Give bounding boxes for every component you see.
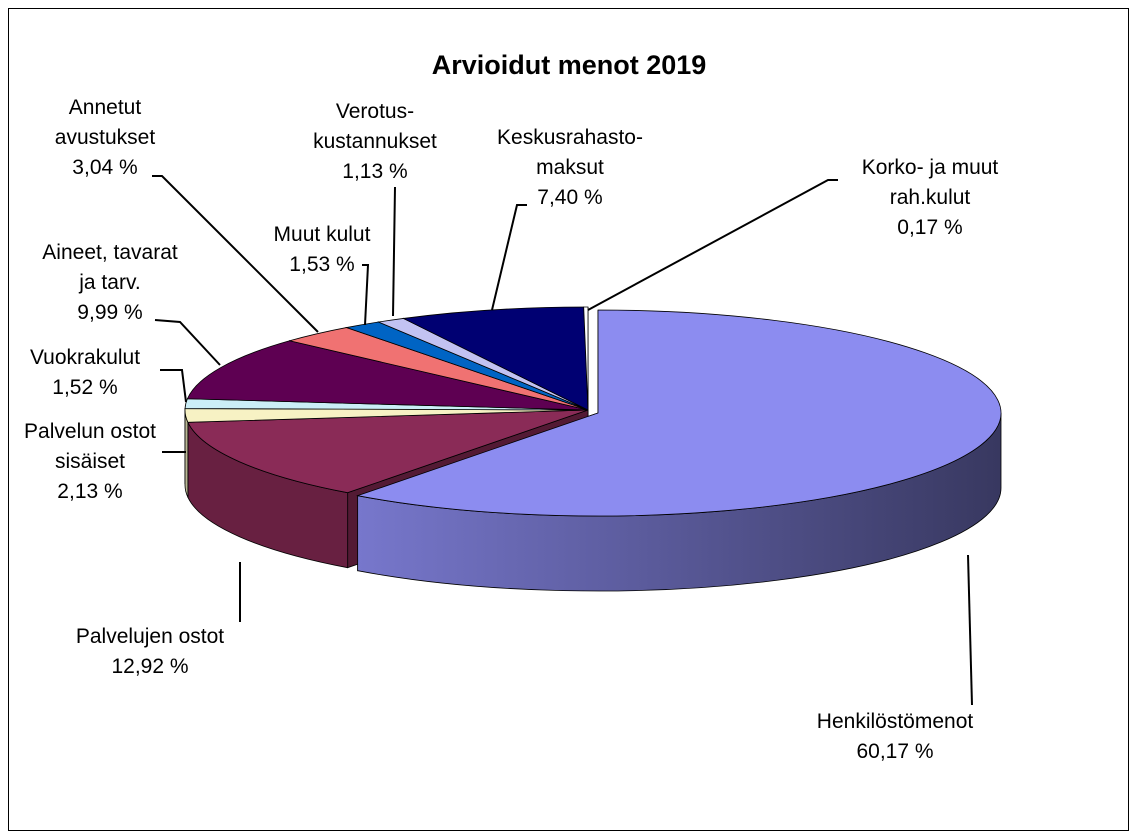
value-label: 12,92 % (111, 655, 189, 678)
slice-label: Keskusrahasto- maksut 7,40 % (497, 123, 643, 213)
slice-label: Muut kulut 1,53 % (274, 220, 371, 280)
category-label: Korko- ja muut rah.kulut (861, 156, 999, 209)
category-label: Aineet, tavarat ja tarv. (42, 241, 178, 294)
leader-line (362, 264, 370, 326)
category-label: Henkilöstömenot (816, 710, 974, 733)
slice-label: Henkilöstömenot 60,17 % (817, 707, 973, 767)
category-label: Annetut avustukset (54, 96, 156, 149)
value-label: 1,13 % (342, 160, 408, 183)
slice-label: Palvelun ostot sisäiset 2,13 % (24, 417, 156, 507)
category-label: Keskusrahasto- maksut (497, 126, 643, 179)
leader-line (491, 204, 527, 311)
value-label: 0,17 % (897, 216, 963, 239)
slice-side (184, 409, 189, 498)
leader-line (587, 179, 838, 311)
value-label: 9,99 % (77, 301, 143, 324)
slice-label: Aineet, tavarat ja tarv. 9,99 % (42, 238, 177, 328)
value-label: 60,17 % (856, 740, 934, 763)
value-label: 3,04 % (72, 156, 138, 179)
slice-label: Palvelujen ostot 12,92 % (76, 622, 224, 682)
category-label: Vuokrakulut (29, 346, 141, 369)
leader-line (160, 369, 187, 403)
leader-line (154, 319, 221, 366)
value-label: 1,53 % (289, 253, 355, 276)
slice (186, 340, 589, 411)
category-label: Palvelun ostot sisäiset (24, 420, 156, 473)
slice-label: Annetut avustukset 3,04 % (55, 93, 155, 183)
category-label: Palvelujen ostot (75, 625, 225, 648)
slice (187, 409, 589, 494)
leader-line (392, 186, 396, 317)
category-label: Muut kulut (273, 223, 371, 246)
chart-title: Arvioidut menot 2019 (431, 50, 707, 80)
slice (402, 306, 589, 411)
leader-line (152, 175, 319, 333)
leader-line (967, 554, 973, 706)
slice (583, 306, 589, 411)
value-label: 1,52 % (52, 376, 118, 399)
value-label: 2,13 % (57, 480, 123, 503)
slice-label: Vuokrakulut 1,52 % (30, 343, 140, 403)
slice (356, 309, 1002, 517)
slice-label: Korko- ja muut rah.kulut 0,17 % (862, 153, 999, 243)
chart-border (8, 8, 1129, 831)
value-label: 7,40 % (537, 186, 603, 209)
slice-label: Verotus- kustannukset 1,13 % (313, 97, 437, 187)
category-label: Verotus- kustannukset (313, 100, 437, 153)
